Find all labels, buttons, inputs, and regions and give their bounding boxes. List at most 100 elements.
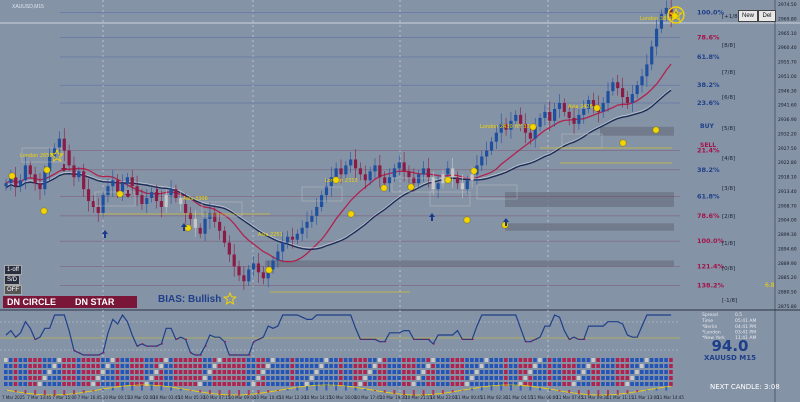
candle-body [538, 117, 542, 127]
heatmap-cell [246, 370, 251, 374]
signal-dot-marker [529, 123, 537, 131]
heatmap-cell [538, 382, 542, 386]
heatmap-cell [144, 358, 149, 362]
candle-body [169, 189, 173, 196]
heatmap-cell [13, 382, 18, 386]
histogram-bar [422, 390, 425, 396]
candle-body [116, 180, 120, 193]
heatmap-cell [669, 382, 673, 386]
heatmap-cell [397, 382, 401, 386]
heatmap-cell [426, 358, 430, 362]
heatmap-cell [183, 370, 188, 374]
heatmap-cell [528, 364, 532, 368]
heatmap-cell [440, 364, 445, 368]
heatmap-cell [164, 382, 168, 386]
heatmap-cell [329, 376, 333, 380]
heatmap-cell [86, 382, 91, 386]
heatmap-cell [339, 382, 343, 386]
histogram-bar [306, 386, 309, 391]
heatmap-cell [363, 382, 367, 386]
heatmap-cell [193, 358, 197, 362]
heatmap-cell [8, 370, 13, 374]
candle-body [494, 132, 498, 142]
heatmap-cell [212, 364, 217, 368]
candle-body [387, 177, 392, 184]
heatmap-cell [4, 370, 8, 374]
supply-demand-zone [505, 192, 674, 207]
heatmap-cell [324, 382, 329, 386]
heatmap-cell [86, 364, 91, 368]
heatmap-cell [159, 358, 163, 362]
heatmap-cell [372, 358, 377, 362]
heatmap-cell [42, 370, 47, 374]
candle-body [669, 7, 673, 17]
heatmap-cell [314, 376, 319, 380]
heatmap-cell [436, 382, 440, 386]
heatmap-cell [232, 370, 236, 374]
candle-body [485, 150, 489, 157]
heatmap-cell [542, 358, 547, 362]
heatmap-cell [596, 364, 600, 368]
histogram-bar [403, 390, 406, 395]
heatmap-cell [606, 358, 610, 362]
heatmap-cell [266, 370, 270, 374]
heatmap-cell [421, 376, 426, 380]
heatmap-cell [105, 382, 110, 386]
candle-body [227, 242, 231, 255]
heatmap-cell [508, 364, 513, 368]
new-button[interactable]: New [738, 10, 758, 22]
heatmap-cell [654, 376, 659, 380]
heatmap-cell [572, 358, 576, 362]
fib-level-label: 61.8% [697, 53, 720, 61]
candle-body [174, 189, 178, 199]
heatmap-cell [465, 358, 469, 362]
candle-body [591, 100, 596, 106]
heatmap-cell [319, 358, 324, 362]
candle-body [77, 171, 81, 178]
heatmap-cell [135, 364, 139, 368]
heatmap-cell [411, 376, 416, 380]
histogram-bar [645, 389, 648, 391]
candle-body [28, 165, 32, 175]
heatmap-cell [217, 364, 222, 368]
heatmap-cell [105, 364, 110, 368]
histogram-bar [34, 390, 37, 395]
heatmap-cell [567, 364, 571, 368]
heatmap-cell [455, 358, 460, 362]
heatmap-cell [188, 376, 193, 380]
heatmap-cell [630, 364, 634, 368]
murrey-fraction-label: [+1/8] [722, 14, 740, 20]
heatmap-cell [271, 358, 275, 362]
heatmap-cell [581, 358, 586, 362]
del-button[interactable]: Del [758, 10, 776, 22]
time-axis-label: 11 Mar 06:00 [531, 395, 558, 400]
sd-toggle[interactable]: S/D [4, 275, 21, 285]
histogram-bar [296, 387, 299, 391]
heatmap-cell [130, 364, 134, 368]
heatmap-cell [343, 370, 348, 374]
heatmap-cell [188, 382, 193, 386]
session-box [94, 191, 136, 207]
heatmap-cell [169, 376, 173, 380]
heatmap-cell [96, 358, 100, 362]
heatmap-cell [644, 376, 649, 380]
candle-body [460, 183, 464, 190]
off-toggle[interactable]: OFF [4, 285, 22, 295]
heatmap-cell [271, 370, 275, 374]
candle-body [33, 174, 37, 184]
candle-body [62, 138, 66, 151]
histogram-bar [354, 387, 357, 391]
heatmap-cell [431, 364, 435, 368]
heatmap-cell [586, 358, 591, 362]
histogram-bar [577, 390, 580, 395]
candle-body [514, 114, 518, 121]
heatmap-cell [547, 382, 552, 386]
session-box [391, 177, 433, 193]
ma-off-toggle[interactable]: 1-off [4, 265, 22, 275]
heatmap-cell [402, 358, 406, 362]
heatmap-cell [198, 376, 202, 380]
time-axis-label: 11 Mar 04:15 [506, 395, 533, 400]
heatmap-cell [431, 358, 435, 362]
candle-body [188, 212, 193, 219]
